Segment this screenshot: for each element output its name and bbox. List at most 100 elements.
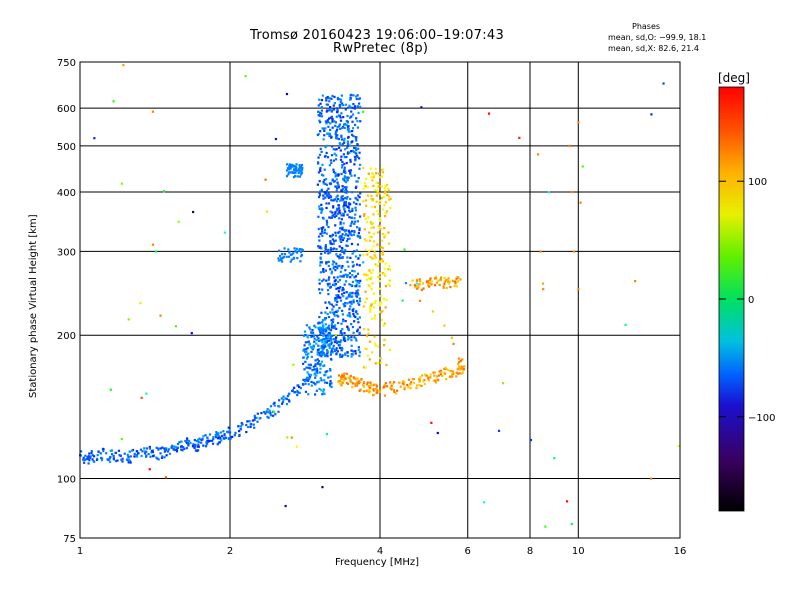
echo-point <box>343 175 346 178</box>
echo-point <box>368 231 371 234</box>
echo-point <box>260 412 263 415</box>
echo-point <box>336 212 339 215</box>
echo-point <box>319 291 322 295</box>
echo-point <box>305 350 308 353</box>
echo-point <box>418 383 421 387</box>
echo-point <box>375 383 378 386</box>
echo-point <box>339 331 342 335</box>
echo-point <box>351 209 354 212</box>
echo-point <box>338 217 341 220</box>
echo-point <box>329 241 332 245</box>
echo-point <box>369 384 372 387</box>
echo-point <box>341 228 344 231</box>
echo-point <box>340 172 343 176</box>
echo-point <box>366 274 369 277</box>
echo-point <box>288 163 291 166</box>
echo-point <box>340 376 343 379</box>
echo-point <box>347 329 350 332</box>
echo-point <box>330 110 333 113</box>
echo-point <box>362 166 365 170</box>
echo-point <box>90 450 93 453</box>
echo-point <box>208 433 212 436</box>
echo-point <box>379 260 382 263</box>
echo-point <box>307 383 310 386</box>
echo-point <box>352 150 355 154</box>
echo-point <box>349 94 352 97</box>
echo-point <box>379 219 382 222</box>
echo-point <box>207 440 210 443</box>
echo-point <box>356 330 359 333</box>
echo-point <box>350 216 353 220</box>
echo-point <box>341 226 344 229</box>
echo-point <box>353 174 356 177</box>
echo-point <box>337 207 341 210</box>
echo-point <box>200 438 203 442</box>
echo-point <box>304 390 308 393</box>
echo-point <box>358 215 362 218</box>
echo-point <box>381 272 384 275</box>
echo-point <box>222 437 225 440</box>
echo-point <box>325 144 328 147</box>
echo-point <box>354 349 357 353</box>
echo-point <box>321 393 324 396</box>
echo-point <box>354 213 357 216</box>
echo-point <box>420 384 423 388</box>
echo-point <box>317 344 320 347</box>
echo-point <box>439 369 443 372</box>
echo-point <box>359 163 362 166</box>
echo-point <box>327 324 331 327</box>
echo-point <box>423 379 426 382</box>
echo-point <box>337 340 340 343</box>
echo-point <box>372 176 375 179</box>
echo-point <box>347 206 350 209</box>
echo-point <box>369 306 372 309</box>
echo-point <box>383 272 386 275</box>
echo-point <box>347 127 350 130</box>
echo-point <box>349 276 352 279</box>
echo-point <box>267 411 270 414</box>
echo-point <box>410 381 413 384</box>
echo-point <box>366 253 369 256</box>
echo-point <box>319 232 322 235</box>
echo-point <box>313 324 316 327</box>
echo-point <box>237 425 240 428</box>
echo-point <box>383 226 386 230</box>
echo-point <box>90 451 93 455</box>
echo-point <box>318 205 321 208</box>
echo-point <box>324 339 327 342</box>
echo-point <box>335 154 338 157</box>
echo-point <box>329 128 332 132</box>
echo-point <box>355 117 358 120</box>
echo-point <box>367 216 370 219</box>
echo-point <box>422 287 425 290</box>
echo-point <box>345 186 348 189</box>
echo-point <box>385 183 389 186</box>
echo-point <box>283 247 286 250</box>
echo-point <box>373 317 376 320</box>
echo-point <box>387 195 391 198</box>
echo-point <box>362 328 366 331</box>
echo-point <box>348 216 351 219</box>
echo-point <box>319 102 322 105</box>
echo-point <box>356 317 359 321</box>
echo-point <box>271 410 274 413</box>
echo-point <box>368 239 372 242</box>
echo-point <box>324 370 327 373</box>
echo-point <box>127 455 130 459</box>
echo-point <box>328 250 331 253</box>
echo-point <box>266 415 269 418</box>
echo-point <box>376 189 379 192</box>
echo-point <box>581 165 584 168</box>
echo-point <box>350 323 353 326</box>
echo-point <box>355 226 359 229</box>
echo-point <box>329 311 332 314</box>
echo-point <box>312 344 315 347</box>
echo-point <box>358 203 361 206</box>
echo-point <box>333 120 336 123</box>
echo-point <box>325 306 329 310</box>
echo-point <box>175 450 179 453</box>
echo-point <box>344 108 347 111</box>
echo-point <box>143 447 146 450</box>
echo-point <box>285 403 289 406</box>
echo-point <box>414 286 417 289</box>
